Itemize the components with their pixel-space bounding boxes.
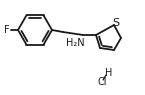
Text: H: H [105, 68, 112, 78]
Text: H₂N: H₂N [66, 38, 84, 48]
Text: F: F [4, 25, 10, 35]
Text: Cl: Cl [98, 77, 107, 87]
Text: S: S [112, 18, 120, 28]
